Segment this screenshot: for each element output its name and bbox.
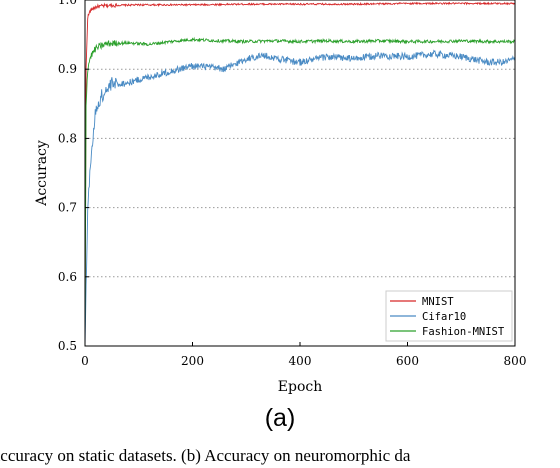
legend-label: Fashion-MNIST (422, 326, 505, 338)
y-tick-label: 1.0 (58, 0, 77, 7)
axis-ticks: 0.5 0.6 0.7 0.8 0.9 1.0 0 200 400 600 800 (58, 0, 527, 368)
legend-label: MNIST (422, 296, 454, 308)
x-tick-label: 200 (181, 354, 204, 368)
x-tick-label: 0 (81, 354, 89, 368)
y-tick-label: 0.6 (58, 270, 77, 284)
x-tick-label: 600 (396, 354, 419, 368)
figure-caption: Accuracy on static datasets. (b) Accurac… (0, 446, 411, 465)
y-tick-label: 0.7 (58, 201, 77, 215)
subfigure-label: (a) (264, 404, 296, 432)
x-axis-label: Epoch (278, 379, 322, 395)
y-tick-label: 0.9 (58, 62, 77, 76)
legend-label: Cifar10 (422, 311, 466, 323)
series-layer (84, 1, 516, 347)
y-tick-label: 0.5 (58, 339, 77, 353)
x-tick-label: 400 (289, 354, 312, 368)
y-tick-label: 0.8 (58, 131, 77, 145)
legend: MNIST Cifar10 Fashion-MNIST (385, 290, 513, 342)
series-line-fashion-mnist (84, 36, 516, 347)
x-tick-label: 800 (504, 354, 527, 368)
grid-lines (85, 68, 515, 278)
y-axis-label: Accuracy (34, 140, 50, 207)
series-line-mnist (84, 1, 516, 347)
series-line-cifar10 (84, 49, 516, 347)
